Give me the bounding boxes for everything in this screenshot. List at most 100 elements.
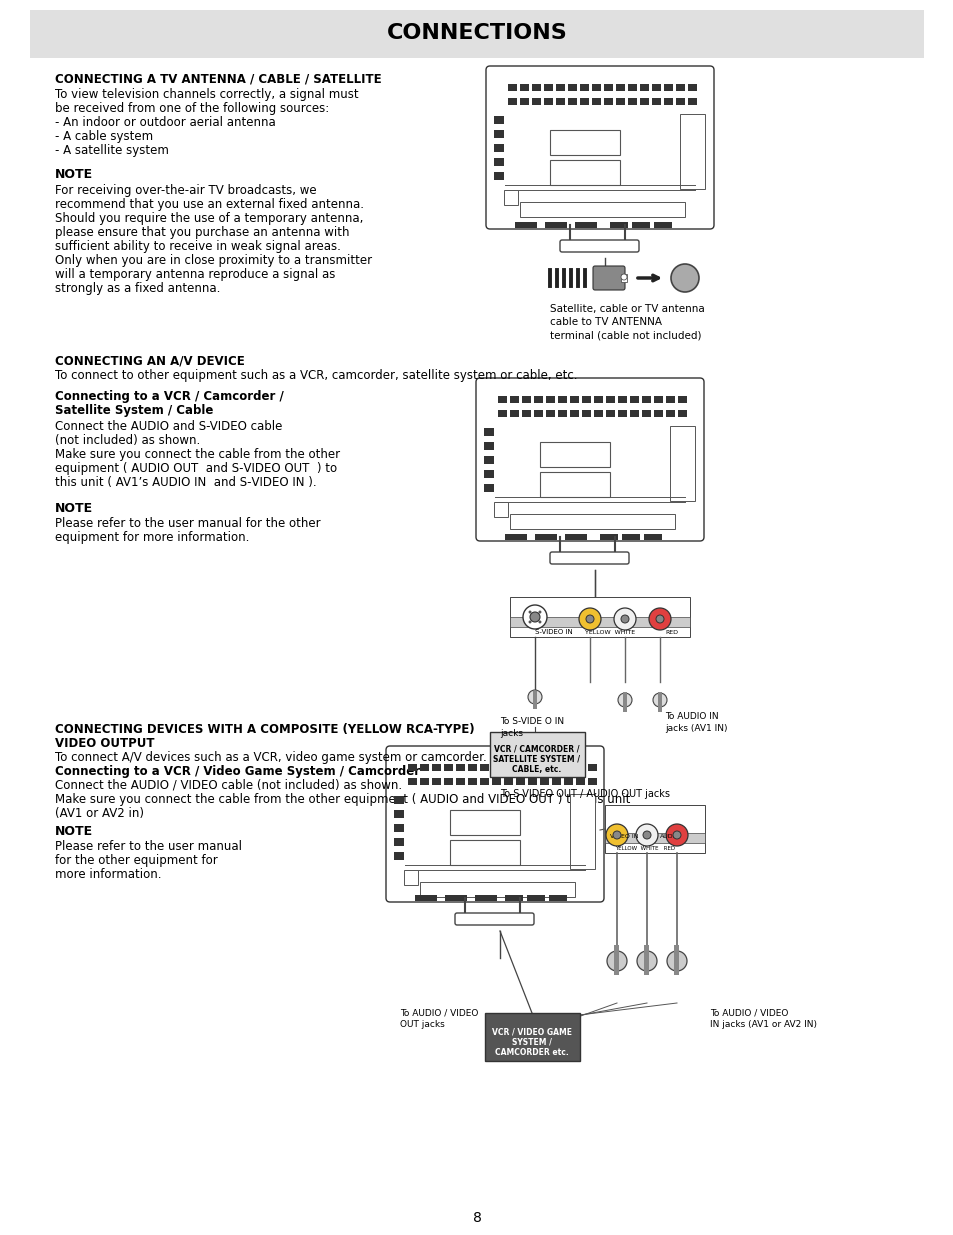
Circle shape [620,274,626,280]
Bar [519,84,529,91]
Text: Please refer to the user manual for the other: Please refer to the user manual for the … [55,517,320,530]
Bar [483,442,494,450]
Circle shape [522,605,546,629]
Bar [563,778,573,785]
Text: CONNECTING DEVICES WITH A COMPOSITE (YELLOW RCA-TYPE): CONNECTING DEVICES WITH A COMPOSITE (YEL… [55,722,475,736]
Bar [510,597,689,637]
Circle shape [528,610,531,614]
Bar [534,410,542,417]
Bar [403,869,417,885]
Bar [494,144,503,152]
Bar [419,778,429,785]
Bar [456,764,464,771]
Bar [519,98,529,105]
Bar [497,396,506,403]
Bar [644,945,649,974]
Bar [484,1013,579,1061]
Bar [510,396,518,403]
Text: NOTE: NOTE [55,825,93,839]
Bar [583,810,594,818]
Text: Satellite System / Cable: Satellite System / Cable [55,404,213,417]
Circle shape [642,831,650,839]
Text: To S-VIDE O IN: To S-VIDE O IN [499,718,563,726]
Text: jacks: jacks [499,729,522,739]
Bar [483,471,494,478]
Bar [654,222,671,228]
Bar [641,396,650,403]
Bar [587,778,597,785]
Bar [494,172,503,180]
FancyBboxPatch shape [550,552,628,564]
Bar [450,810,519,835]
Text: terminal (cable not included): terminal (cable not included) [550,330,700,340]
Bar [569,410,578,417]
Circle shape [637,951,657,971]
Bar [563,764,573,771]
Text: strongly as a fixed antenna.: strongly as a fixed antenna. [55,282,220,295]
Bar [510,410,518,417]
Bar [676,98,684,105]
Circle shape [652,693,666,706]
Bar [552,764,560,771]
Bar [583,797,594,804]
Text: - A cable system: - A cable system [55,130,153,143]
Bar [576,778,584,785]
Text: equipment ( AUDIO OUT  and S‑VIDEO OUT  ) to: equipment ( AUDIO OUT and S‑VIDEO OUT ) … [55,462,336,475]
FancyBboxPatch shape [386,746,603,902]
Bar [683,484,693,492]
Bar [569,794,595,869]
Bar [604,832,704,844]
Bar [622,692,626,713]
Text: CONNECTING A TV ANTENNA / CABLE / SATELLITE: CONNECTING A TV ANTENNA / CABLE / SATELL… [55,72,381,85]
Bar [683,471,693,478]
Bar [629,396,639,403]
Bar [629,410,639,417]
Bar [618,396,626,403]
Bar [683,429,693,436]
Bar [432,778,440,785]
Circle shape [666,951,686,971]
Bar [693,172,703,180]
Bar [564,534,586,540]
Bar [539,472,609,496]
Bar [519,203,684,217]
Bar [394,824,403,832]
Bar [539,764,548,771]
Text: (not included) as shown.: (not included) as shown. [55,433,200,447]
FancyBboxPatch shape [559,240,639,252]
Text: To view television channels correctly, a signal must: To view television channels correctly, a… [55,88,358,101]
Bar [603,98,613,105]
Text: CONNECTIONS: CONNECTIONS [386,23,567,43]
Bar [678,410,686,417]
Bar [468,764,476,771]
Bar [683,456,693,464]
Circle shape [585,615,594,622]
Bar [483,429,494,436]
Text: sufficient ability to receive in weak signal areas.: sufficient ability to receive in weak si… [55,240,340,253]
Circle shape [537,610,541,614]
Bar [678,396,686,403]
Bar [497,410,506,417]
Bar [639,98,648,105]
Bar [521,410,531,417]
Bar [592,98,600,105]
Text: S-VIDEO IN: S-VIDEO IN [535,629,572,635]
Bar [618,410,626,417]
Bar [494,116,503,124]
Text: Make sure you connect the cable from the other equipment ( AUDIO and VIDEO OUT ): Make sure you connect the cable from the… [55,793,630,806]
Text: IN jacks (AV1 or AV2 IN): IN jacks (AV1 or AV2 IN) [709,1020,816,1029]
Text: equipment for more information.: equipment for more information. [55,531,249,543]
Bar [620,274,626,282]
Circle shape [620,615,628,622]
Bar [605,396,615,403]
Bar [639,84,648,91]
Bar [604,805,704,853]
Bar [583,852,594,860]
Circle shape [618,693,631,706]
Bar [616,84,624,91]
Bar [507,98,517,105]
FancyBboxPatch shape [476,378,703,541]
Text: Satellite, cable or TV antenna: Satellite, cable or TV antenna [550,304,704,314]
Bar [583,824,594,832]
Bar [515,222,537,228]
